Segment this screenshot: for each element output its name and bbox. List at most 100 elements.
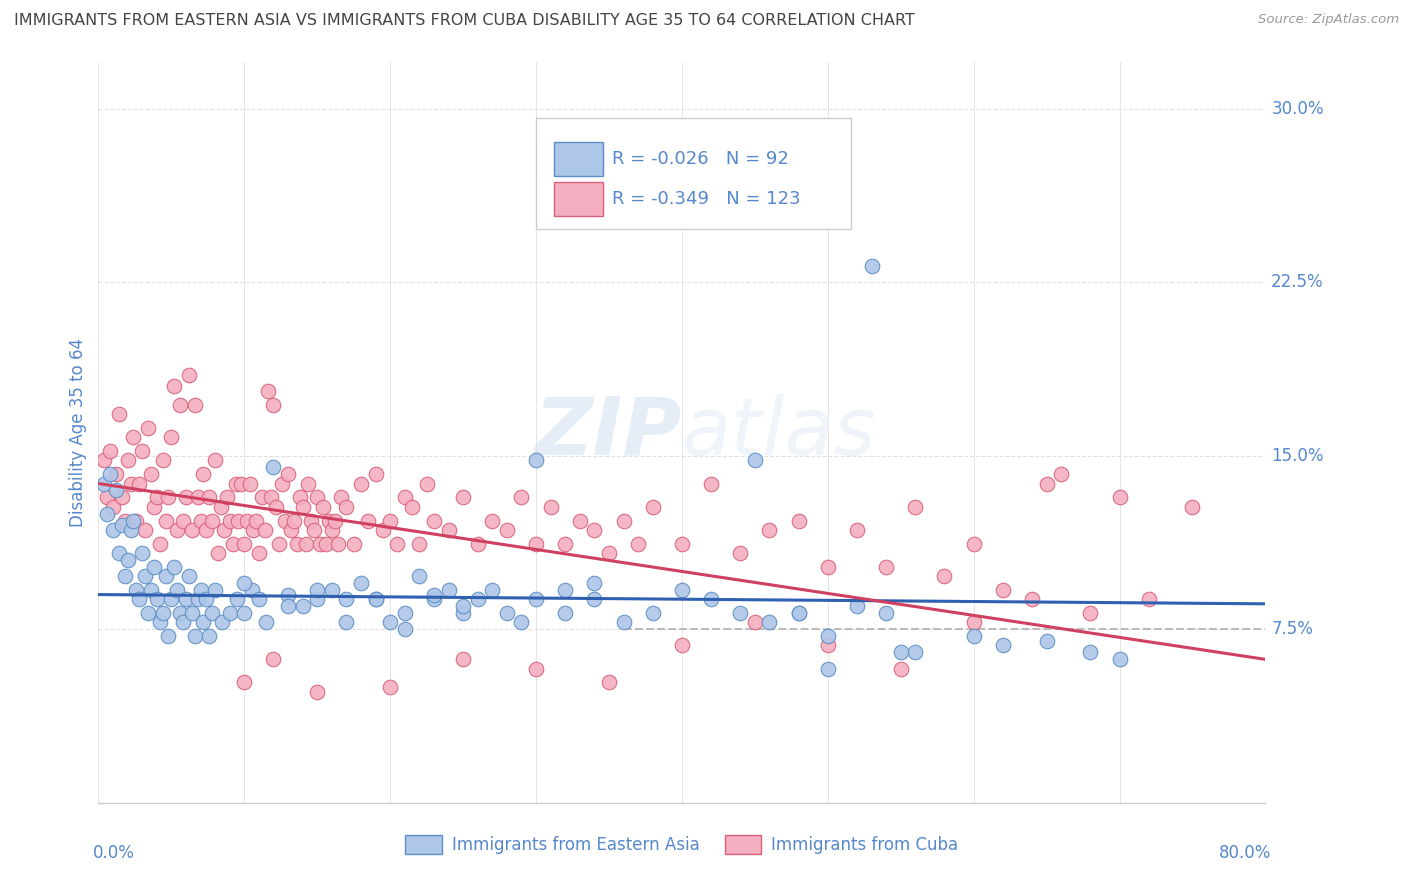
- Point: [263, 652, 285, 666]
- Point: [236, 514, 259, 528]
- Point: [215, 491, 238, 505]
- Point: [758, 523, 780, 537]
- Point: [467, 536, 489, 550]
- Point: [108, 407, 131, 421]
- Point: [962, 536, 984, 550]
- Point: [627, 536, 650, 550]
- Point: [274, 514, 297, 528]
- Point: [98, 467, 121, 482]
- Point: [146, 592, 169, 607]
- Point: [758, 615, 780, 630]
- Point: [1035, 476, 1057, 491]
- Point: [142, 559, 165, 574]
- Point: [394, 622, 416, 636]
- Point: [101, 500, 124, 514]
- Point: [481, 514, 503, 528]
- Point: [380, 514, 402, 528]
- Text: R = -0.026   N = 92: R = -0.026 N = 92: [612, 151, 789, 169]
- Point: [209, 500, 232, 514]
- Point: [93, 476, 115, 491]
- Point: [233, 606, 256, 620]
- Point: [962, 615, 984, 630]
- Point: [787, 606, 810, 620]
- Point: [568, 514, 591, 528]
- Point: [134, 569, 156, 583]
- Point: [142, 500, 165, 514]
- Text: 7.5%: 7.5%: [1271, 620, 1313, 639]
- Point: [277, 467, 299, 482]
- Point: [641, 606, 664, 620]
- Point: [239, 476, 262, 491]
- Point: [195, 592, 218, 607]
- Point: [263, 398, 285, 412]
- Point: [211, 615, 233, 630]
- Point: [163, 379, 186, 393]
- Point: [510, 615, 533, 630]
- Point: [730, 606, 752, 620]
- Point: [787, 606, 810, 620]
- Point: [288, 491, 311, 505]
- Text: Source: ZipAtlas.com: Source: ZipAtlas.com: [1258, 13, 1399, 27]
- Point: [160, 592, 183, 607]
- Point: [318, 514, 340, 528]
- Point: [242, 523, 264, 537]
- Point: [817, 559, 839, 574]
- Point: [357, 514, 380, 528]
- Point: [554, 536, 576, 550]
- Point: [321, 523, 343, 537]
- Text: atlas: atlas: [682, 393, 877, 472]
- Point: [991, 639, 1014, 653]
- Point: [890, 662, 912, 676]
- Point: [481, 582, 503, 597]
- Point: [177, 569, 200, 583]
- Point: [496, 606, 519, 620]
- Text: IMMIGRANTS FROM EASTERN ASIA VS IMMIGRANTS FROM CUBA DISABILITY AGE 35 TO 64 COR: IMMIGRANTS FROM EASTERN ASIA VS IMMIGRAN…: [14, 13, 915, 29]
- Point: [155, 514, 177, 528]
- Point: [139, 467, 162, 482]
- Point: [122, 514, 145, 528]
- Point: [149, 536, 172, 550]
- Point: [96, 507, 118, 521]
- Point: [172, 615, 194, 630]
- Point: [187, 491, 209, 505]
- Point: [155, 569, 177, 583]
- Point: [307, 491, 329, 505]
- Point: [613, 615, 636, 630]
- Point: [131, 444, 153, 458]
- Point: [598, 675, 620, 690]
- Point: [96, 491, 118, 505]
- Point: [554, 606, 576, 620]
- Point: [744, 615, 766, 630]
- Point: [125, 582, 148, 597]
- Point: [380, 615, 402, 630]
- Point: [1137, 592, 1160, 607]
- Text: 30.0%: 30.0%: [1271, 100, 1323, 118]
- Point: [451, 491, 474, 505]
- Point: [350, 576, 373, 591]
- Point: [152, 453, 174, 467]
- Point: [177, 368, 200, 382]
- Point: [190, 582, 212, 597]
- Point: [117, 453, 139, 467]
- Point: [451, 606, 474, 620]
- Point: [408, 536, 430, 550]
- Point: [350, 476, 373, 491]
- Point: [467, 592, 489, 607]
- Text: ZIP: ZIP: [534, 393, 682, 472]
- Point: [221, 536, 243, 550]
- Point: [198, 629, 221, 643]
- Point: [104, 467, 127, 482]
- Point: [307, 685, 329, 699]
- Point: [415, 476, 437, 491]
- Point: [554, 582, 576, 597]
- Point: [817, 662, 839, 676]
- Point: [117, 553, 139, 567]
- Point: [380, 680, 402, 694]
- Point: [671, 639, 693, 653]
- Point: [1035, 633, 1057, 648]
- Point: [1181, 500, 1204, 514]
- Point: [671, 536, 693, 550]
- Point: [394, 491, 416, 505]
- FancyBboxPatch shape: [554, 182, 603, 216]
- Point: [277, 588, 299, 602]
